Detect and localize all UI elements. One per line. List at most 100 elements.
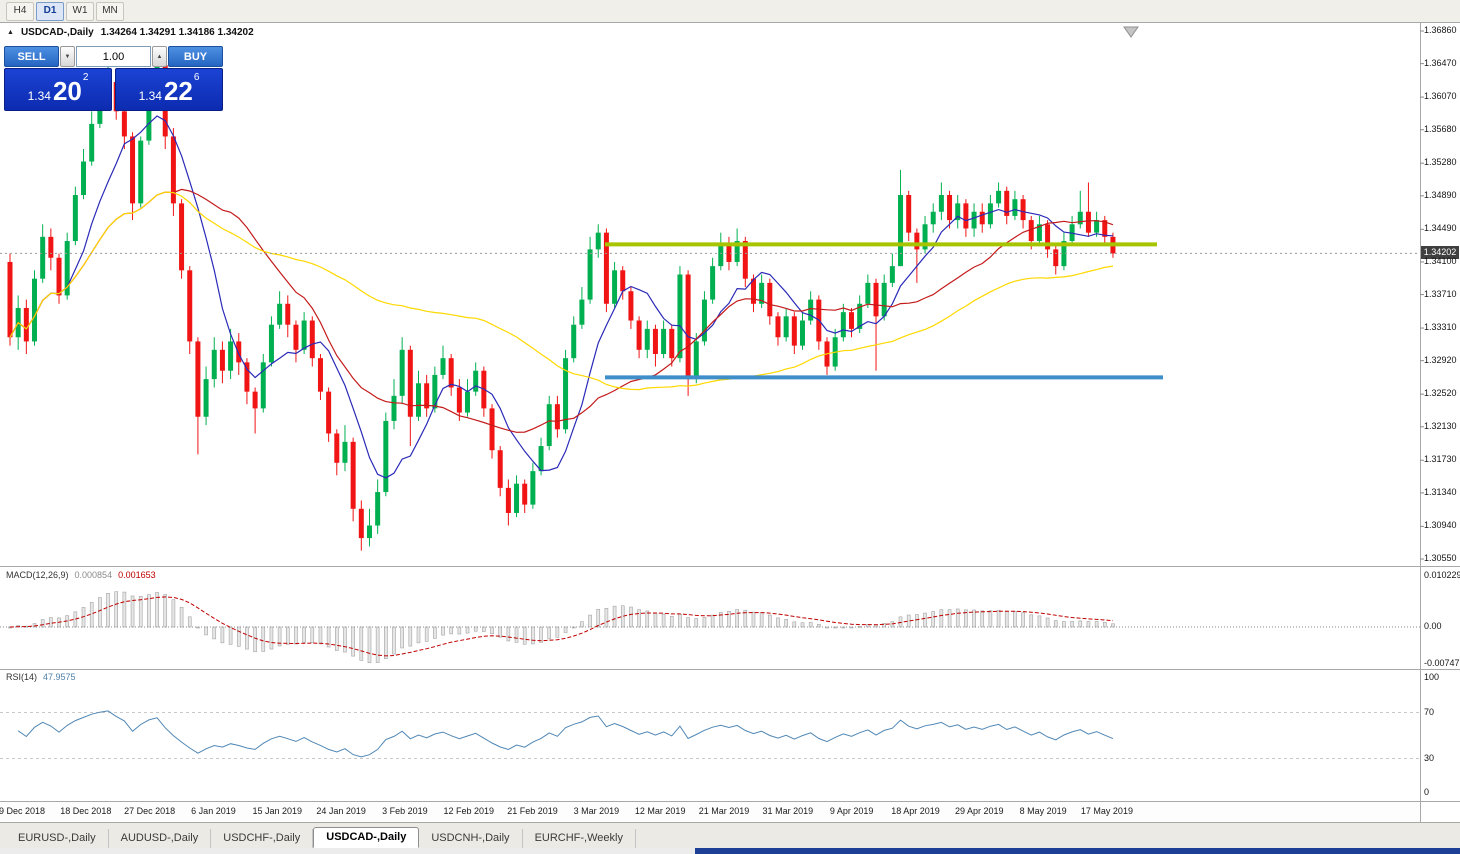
macd-bar <box>1086 621 1091 628</box>
macd-bar <box>669 615 674 628</box>
macd-bar <box>939 609 944 628</box>
timeframe-button-w1[interactable]: W1 <box>66 2 94 21</box>
candle-body <box>1077 211 1083 225</box>
macd-bar <box>294 626 298 645</box>
rsi-label: RSI(14) 47.9575 <box>6 672 76 682</box>
candle-body <box>783 316 789 338</box>
macd-bar <box>179 606 184 628</box>
candle-body <box>399 349 405 396</box>
tab-eurchf-weekly[interactable]: EURCHF-,Weekly <box>523 829 636 848</box>
date-label: 9 Dec 2018 <box>0 806 46 816</box>
macd-bar <box>318 626 323 645</box>
macd-bar <box>1078 620 1083 628</box>
tab-usdcnh-daily[interactable]: USDCNH-,Daily <box>419 829 523 848</box>
sell-button[interactable]: SELL <box>4 46 59 67</box>
chart-shift-marker-icon[interactable] <box>1123 26 1139 38</box>
sell-price-display[interactable]: 1.34 20 2 <box>4 68 112 111</box>
price-scale-label: 1.32520 <box>1424 388 1457 399</box>
macd-scale-label: -0.007477 <box>1424 658 1460 669</box>
macd-bar <box>392 626 396 655</box>
candle-body <box>857 303 863 329</box>
timeframe-button-mn[interactable]: MN <box>96 2 124 21</box>
candle-body <box>906 195 912 233</box>
candle-body <box>317 358 323 392</box>
macd-name: MACD(12,26,9) <box>6 570 69 580</box>
one-click-toggle-icon[interactable]: ▲ <box>7 29 14 36</box>
candle-body <box>252 391 258 409</box>
date-label: 18 Apr 2019 <box>891 806 940 816</box>
candle-body <box>366 525 372 539</box>
candle-body <box>881 282 887 317</box>
macd-bar <box>367 626 372 664</box>
macd-bar <box>253 626 257 653</box>
candle-body <box>538 446 544 472</box>
candle-body <box>1012 199 1018 216</box>
macd-bar <box>490 626 494 635</box>
macd-scale-label: 0.010229 <box>1424 569 1460 580</box>
candle-body <box>7 261 13 338</box>
date-label: 18 Dec 2018 <box>60 806 112 816</box>
timeframe-button-h4[interactable]: H4 <box>6 2 34 21</box>
tab-usdchf-daily[interactable]: USDCHF-,Daily <box>211 829 314 848</box>
macd-bar <box>514 626 519 643</box>
rsi-scale-label: 70 <box>1424 706 1435 717</box>
macd-bar <box>269 626 274 650</box>
macd-bar <box>988 610 993 628</box>
macd-bar <box>498 626 503 638</box>
candle-body <box>440 358 446 375</box>
tab-usdcad-daily[interactable]: USDCAD-,Daily <box>313 827 420 848</box>
volume-increase-button[interactable]: ▲ <box>152 46 167 67</box>
volume-input[interactable] <box>76 46 151 67</box>
price-axis[interactable]: 1.34202 1.36860 1.36470 1.36070 1.35680 1.35… <box>1421 0 1460 854</box>
macd-bar <box>768 614 772 628</box>
macd-bar <box>702 617 707 628</box>
candle-body <box>32 278 38 342</box>
candle-body <box>759 282 765 304</box>
macd-label: MACD(12,26,9) 0.000854 0.001653 <box>6 570 156 580</box>
candle-body <box>677 274 683 359</box>
price-scale-label: 1.30940 <box>1424 520 1457 531</box>
date-label: 12 Mar 2019 <box>634 806 686 816</box>
candle-body <box>914 232 920 250</box>
timeframe-button-d1[interactable]: D1 <box>36 2 64 21</box>
date-axis[interactable]: 9 Dec 2018 18 Dec 2018 27 Dec 2018 6 Jan 20… <box>0 802 1420 822</box>
bottom-strip-right <box>695 848 1460 854</box>
price-scale-label: 1.36470 <box>1424 57 1457 68</box>
candle-body <box>277 303 283 325</box>
macd-bar <box>384 626 388 659</box>
candle-body <box>244 362 250 392</box>
buy-price-display[interactable]: 1.34 22 6 <box>115 68 223 111</box>
one-click-prices-row: 1.34 20 2 1.34 22 6 <box>4 68 223 111</box>
candle-body <box>138 140 144 204</box>
macd-bar <box>441 626 445 636</box>
macd-bar <box>245 626 249 650</box>
rsi-indicator <box>0 710 1420 759</box>
candle-body <box>791 316 797 346</box>
macd-bar <box>343 626 347 653</box>
candle-body <box>685 274 691 380</box>
candle-body <box>514 483 520 513</box>
buy-price-pips: 22 <box>163 76 193 106</box>
macd-bar <box>457 626 462 635</box>
buy-button[interactable]: BUY <box>168 46 223 67</box>
chart-ohlc-values: 1.34264 1.34291 1.34186 1.34202 <box>100 27 254 38</box>
price-scale-label: 1.31730 <box>1424 454 1457 465</box>
candle-body <box>563 358 569 430</box>
macd-bar <box>114 591 119 628</box>
macd-bar <box>1021 612 1025 628</box>
macd-bar <box>1013 611 1017 628</box>
macd-bar <box>612 605 617 628</box>
macd-bar <box>727 610 731 628</box>
macd-bar <box>972 609 976 628</box>
candle-body <box>710 266 716 300</box>
date-label: 17 May 2019 <box>1080 806 1133 816</box>
tab-eurusd-daily[interactable]: EURUSD-,Daily <box>6 829 109 848</box>
candle-body <box>285 303 291 325</box>
tab-audusd-daily[interactable]: AUDUSD-,Daily <box>109 829 212 848</box>
macd-bar <box>915 614 919 628</box>
buy-price-figure: 1.34 <box>138 89 162 103</box>
volume-decrease-button[interactable]: ▼ <box>60 46 75 67</box>
macd-bar <box>580 621 584 628</box>
